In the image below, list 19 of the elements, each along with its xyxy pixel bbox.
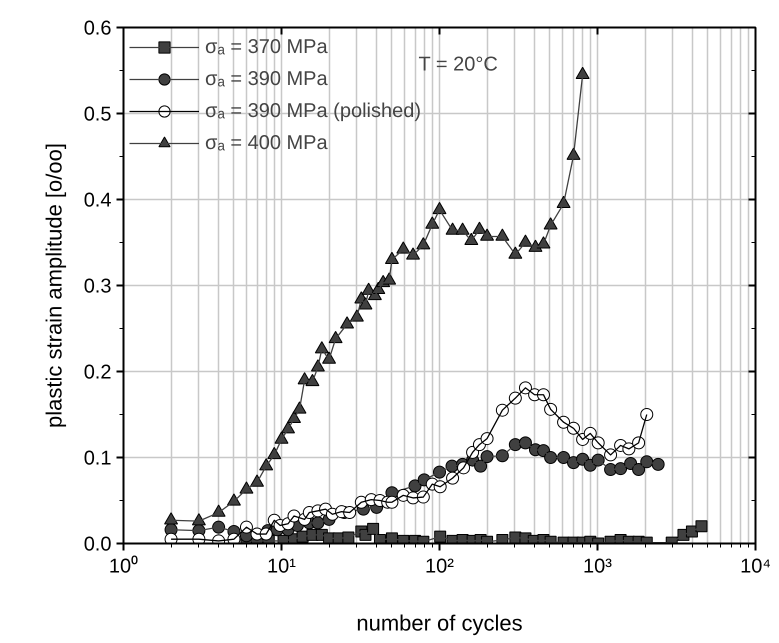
x-tick-label: 10² bbox=[425, 556, 454, 578]
y-tick-label: 0.0 bbox=[84, 534, 112, 556]
y-tick-label: 0.1 bbox=[84, 448, 112, 470]
y-tick-label: 0.2 bbox=[84, 362, 112, 384]
legend-label: σₐ = 390 MPa (polished) bbox=[205, 100, 422, 122]
y-tick-label: 0.4 bbox=[84, 190, 112, 212]
annotation: T = 20°C bbox=[418, 54, 498, 76]
x-tick-label: 10⁰ bbox=[108, 554, 138, 578]
legend-label: σₐ = 370 MPa bbox=[205, 36, 328, 58]
legend-label: σₐ = 400 MPa bbox=[205, 132, 328, 154]
x-axis-title: number of cycles bbox=[356, 610, 523, 636]
y-axis-title: plastic strain amplitude [o/oo] bbox=[42, 143, 67, 428]
y-tick-label: 0.5 bbox=[84, 104, 112, 126]
legend-label: σₐ = 390 MPa bbox=[205, 68, 328, 90]
x-tick-label: 10⁴ bbox=[740, 556, 771, 578]
x-tick-label: 10¹ bbox=[267, 556, 296, 578]
y-tick-label: 0.6 bbox=[84, 18, 112, 40]
y-tick-label: 0.3 bbox=[84, 276, 112, 298]
x-tick-label: 10³ bbox=[583, 556, 612, 578]
